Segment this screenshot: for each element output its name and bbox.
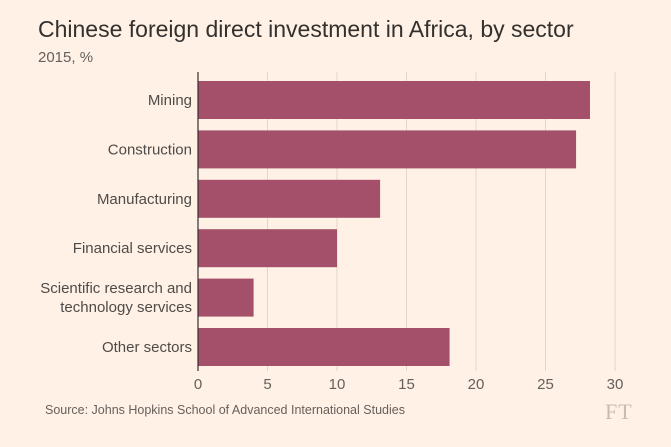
category-label-line: Other sectors xyxy=(102,339,192,356)
category-label: Scientific research and technology servic… xyxy=(40,280,192,316)
category-label-line: Scientific research and xyxy=(40,280,192,297)
x-tick-label: 20 xyxy=(468,376,485,393)
category-label-line: Manufacturing xyxy=(97,191,192,208)
category-label-line: technology services xyxy=(60,299,192,316)
x-tick-label: 30 xyxy=(607,376,624,393)
category-label: Construction xyxy=(108,141,192,158)
category-label-line: Financial services xyxy=(73,240,192,257)
bar-construction xyxy=(198,130,577,169)
chart-subtitle: 2015, % xyxy=(38,49,94,66)
bar-manufacturing xyxy=(198,179,381,218)
x-tick-label: 5 xyxy=(263,376,271,393)
category-label-line: Mining xyxy=(148,92,192,109)
bar-other-sectors xyxy=(198,328,450,366)
x-tick-label: 10 xyxy=(329,376,346,393)
category-label: Financial services xyxy=(73,240,192,257)
ft-logo: FT xyxy=(605,399,633,424)
category-label: Other sectors xyxy=(102,339,192,356)
x-tick-label: 0 xyxy=(194,376,202,393)
chart-title: Chinese foreign direct investment in Afr… xyxy=(38,16,574,42)
bar-financial-services xyxy=(198,229,337,268)
x-tick-label: 15 xyxy=(398,376,415,393)
x-tick-label: 25 xyxy=(537,376,554,393)
category-label: Mining xyxy=(148,92,192,109)
source-note: Source: Johns Hopkins School of Advanced… xyxy=(45,403,405,417)
bar-mining xyxy=(198,81,590,119)
category-label-line: Construction xyxy=(108,141,192,158)
category-label: Manufacturing xyxy=(97,191,192,208)
bar-scientific-research-and-technology-services xyxy=(198,278,254,317)
